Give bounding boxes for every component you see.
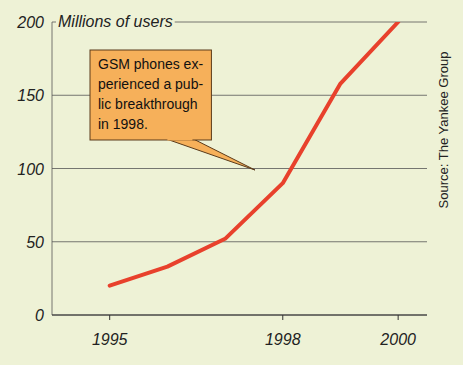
annotation: GSM phones ex-perienced a pub-lic breakt… (90, 50, 255, 170)
x-tick (109, 315, 110, 320)
annotation-pointer (166, 139, 255, 170)
annotation-text: lic breakthrough (98, 96, 198, 112)
annotation-text: perienced a pub- (98, 76, 203, 92)
x-tick-label: 2000 (379, 331, 416, 348)
y-tick-label: 100 (17, 161, 44, 178)
annotation-seam (167, 139, 192, 141)
chart-svg: 0 50 100 150 200 1995 1998 2000 Millions of user… (0, 0, 463, 365)
label-patch (56, 13, 175, 30)
chart-container: 0 50 100 150 200 1995 1998 2000 Millions of user… (0, 0, 463, 365)
y-tick-label: 150 (17, 87, 44, 104)
annotation-text: GSM phones ex- (98, 56, 203, 72)
y-axis-line (52, 22, 53, 315)
background (0, 0, 463, 365)
x-tick-label: 1998 (265, 331, 301, 348)
source-text: Source: The Yankee Group (436, 52, 451, 209)
grid-line (52, 168, 427, 169)
grid-line (52, 241, 427, 242)
annotation-box (90, 50, 211, 140)
y-axis-title: Millions of users (58, 13, 173, 30)
x-tick-label: 1995 (92, 331, 128, 348)
x-tick (282, 315, 283, 320)
y-tick-label: 0 (35, 307, 44, 324)
annotation-text: in 1998. (98, 116, 148, 132)
x-tick (398, 315, 399, 320)
y-tick-label: 50 (26, 234, 44, 251)
grid-line (52, 315, 427, 316)
y-tick-label: 200 (16, 14, 44, 31)
x-axis-line (52, 315, 427, 316)
